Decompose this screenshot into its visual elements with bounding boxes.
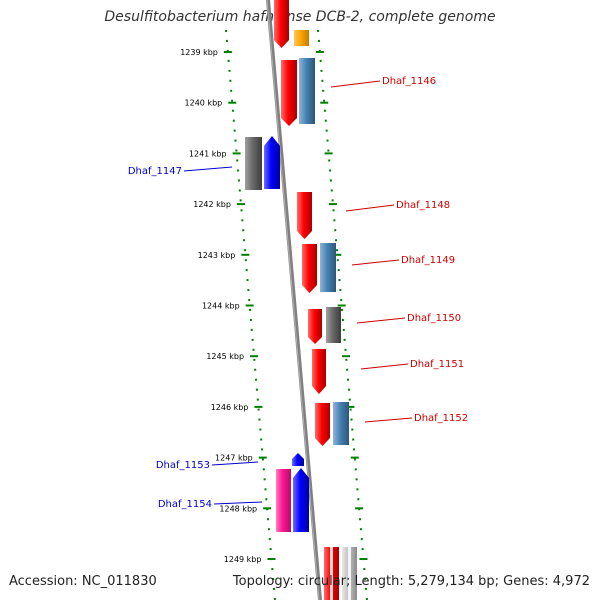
gene-box-dhaf-1146-steelblue xyxy=(299,58,315,124)
gene-callout-line xyxy=(360,363,409,370)
ruler-tick-label: 1242 kbp xyxy=(193,200,231,209)
gene-callout-line xyxy=(213,501,263,505)
gene-label[interactable]: Dhaf_1152 xyxy=(414,413,468,424)
gene-box-dhaf-1150-gray xyxy=(326,307,341,343)
gene-box-dhaf-1154-pink xyxy=(276,469,291,532)
gene-callout-line xyxy=(183,166,233,172)
topology-label: Topology: circular; Length: 5,279,134 bp… xyxy=(232,574,590,589)
gene-highlight-stripe xyxy=(348,547,351,600)
ruler-tick-label: 1248 kbp xyxy=(219,504,257,513)
gene-label[interactable]: Dhaf_1147 xyxy=(128,166,182,177)
gene-box-orange xyxy=(294,30,309,46)
genome-backbone-highlight xyxy=(266,0,320,600)
gene-highlight-stripe xyxy=(330,547,333,600)
gene-callout-line xyxy=(351,259,400,266)
ruler-tick-label: 1246 kbp xyxy=(211,403,249,412)
gene-callout-line xyxy=(364,417,413,423)
ruler-guide-right xyxy=(317,29,368,600)
ruler-guide-left xyxy=(225,29,276,600)
gene-arrow-dhaf-1154 xyxy=(293,468,309,532)
ruler-tick-label: 1239 kbp xyxy=(180,48,218,57)
gene-arrow-dhaf-1148 xyxy=(297,192,312,239)
gene-arrow-dhaf-1147 xyxy=(264,136,280,189)
genome-backbone xyxy=(266,0,322,600)
gene-callout-line xyxy=(356,317,406,324)
ruler-tick-label: 1247 kbp xyxy=(215,454,253,463)
ruler-tick-label: 1244 kbp xyxy=(202,302,240,311)
gene-features xyxy=(245,0,357,600)
gene-label[interactable]: Dhaf_1151 xyxy=(410,359,464,370)
ruler-tick-label: 1245 kbp xyxy=(206,352,244,361)
ruler-tick-label: 1240 kbp xyxy=(185,99,223,108)
gene-callouts: Dhaf_1146 Dhaf_1147 Dhaf_1148 Dhaf_1149 Dhaf… xyxy=(128,76,468,510)
gene-arrow-dhaf-1151 xyxy=(312,349,326,394)
gene-arrow-dhaf-1153 xyxy=(292,453,304,466)
gene-label[interactable]: Dhaf_1146 xyxy=(382,76,436,87)
genome-title: Desulfitobacterium hafniense DCB-2, comp… xyxy=(104,9,496,25)
gene-label[interactable]: Dhaf_1149 xyxy=(401,255,455,266)
gene-box-dhaf-1147-gray xyxy=(245,137,262,190)
gene-box-dhaf-1152-steelblue xyxy=(333,402,349,445)
gene-label[interactable]: Dhaf_1154 xyxy=(158,499,212,510)
ruler-tick-label: 1243 kbp xyxy=(198,251,236,260)
gene-arrow-top-clip xyxy=(274,0,289,48)
gene-callout-line xyxy=(330,80,381,88)
gene-label[interactable]: Dhaf_1148 xyxy=(396,200,450,211)
gene-callout-line xyxy=(211,461,259,466)
gene-arrow-dhaf-1149 xyxy=(302,244,317,293)
ruler-tick-label: 1249 kbp xyxy=(224,555,262,564)
gene-arrow-dhaf-1150 xyxy=(308,309,322,344)
gene-callout-line xyxy=(345,204,395,212)
gene-arrow-dhaf-1146 xyxy=(281,60,297,126)
gene-label[interactable]: Dhaf_1153 xyxy=(156,460,210,471)
ruler-tick-label: 1241 kbp xyxy=(189,149,227,158)
ruler-ticks: 1239 kbp 1240 kbp 1241 kbp 1242 kbp 1243 kbp… xyxy=(180,48,368,564)
accession-label: Accession: NC_011830 xyxy=(9,574,157,589)
gene-label[interactable]: Dhaf_1150 xyxy=(407,313,461,324)
gene-box-dhaf-1149-steelblue xyxy=(320,243,336,292)
gene-arrow-dhaf-1152 xyxy=(315,403,330,446)
